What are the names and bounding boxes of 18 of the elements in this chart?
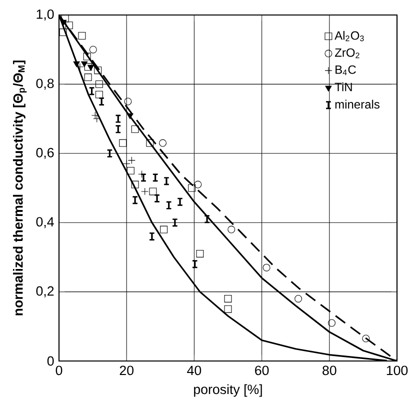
x-tick-label: 60 (255, 366, 269, 376)
legend-label: minerals (335, 100, 380, 109)
y-tick-label: 0,2 (36, 286, 54, 298)
x-tick-label: 80 (322, 366, 336, 376)
x-axis-title: porosity [%] (194, 384, 262, 397)
legend-label: ZrO$_{2}$ (334, 48, 360, 58)
x-tick-label: 100 (386, 366, 408, 376)
y-tick-label: 0,8 (36, 78, 54, 90)
y-axis-title: normalized thermal conductivity [Θ$_{p}$/Θ$_{M}$] (13, 60, 27, 316)
y-tick-label: 0,4 (36, 217, 54, 228)
legend-label: Al$_{2}$O$_{3}$ (334, 30, 364, 42)
legend-label: B$_{4}$C (336, 65, 356, 76)
x-tick-label: 20 (120, 366, 134, 376)
y-tick-label: 0,6 (36, 148, 54, 159)
y-tick-label: 1,0 (36, 9, 54, 21)
x-tick-label: 40 (187, 366, 202, 376)
x-tick-label: 0 (56, 366, 62, 376)
y-tick-label: 0 (47, 356, 54, 366)
